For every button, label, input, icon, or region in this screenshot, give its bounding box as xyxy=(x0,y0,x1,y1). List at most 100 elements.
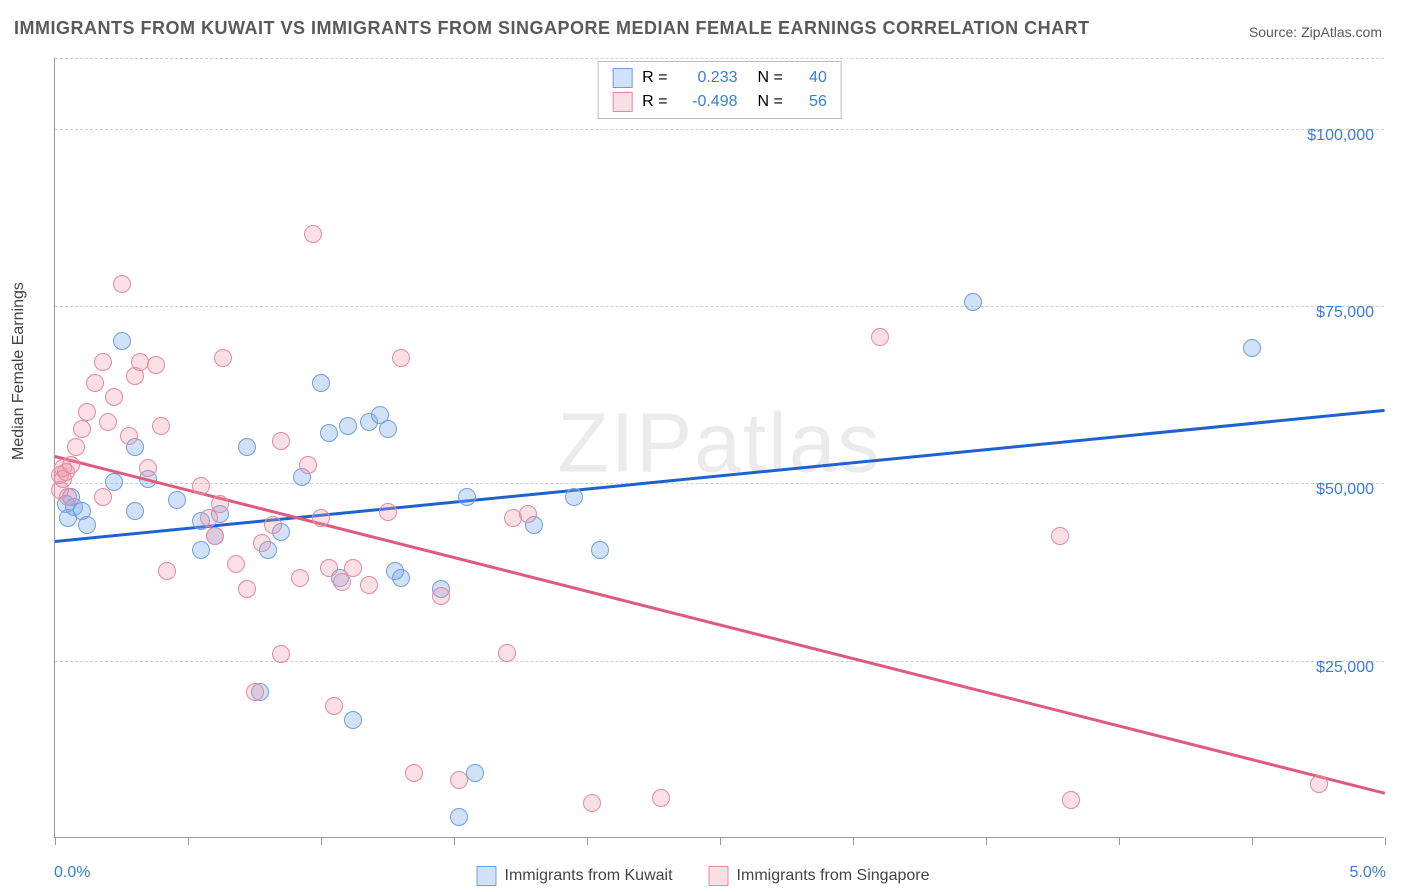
data-point xyxy=(339,417,357,435)
data-point xyxy=(120,427,138,445)
legend-swatch xyxy=(476,866,496,886)
n-value: 40 xyxy=(797,66,827,90)
data-point xyxy=(126,502,144,520)
gridline xyxy=(55,661,1384,662)
gridline xyxy=(55,306,1384,307)
data-point xyxy=(272,645,290,663)
data-point xyxy=(458,488,476,506)
y-tick-label: $25,000 xyxy=(1316,659,1374,677)
data-point xyxy=(450,808,468,826)
correlation-legend: R =0.233N =40R =-0.498N =56 xyxy=(597,61,842,119)
legend-swatch xyxy=(612,68,632,88)
data-point xyxy=(67,438,85,456)
data-point xyxy=(94,353,112,371)
data-point xyxy=(519,505,537,523)
data-point xyxy=(152,417,170,435)
data-point xyxy=(168,491,186,509)
data-point xyxy=(246,683,264,701)
source-link[interactable]: ZipAtlas.com xyxy=(1301,24,1382,40)
data-point xyxy=(1051,527,1069,545)
data-point xyxy=(206,527,224,545)
legend-swatch xyxy=(612,92,632,112)
data-point xyxy=(272,432,290,450)
x-tick xyxy=(1252,837,1253,845)
source-prefix: Source: xyxy=(1249,24,1301,40)
source-attribution: Source: ZipAtlas.com xyxy=(1249,24,1382,40)
series-name: Immigrants from Singapore xyxy=(737,867,930,885)
data-point xyxy=(450,771,468,789)
y-tick-label: $50,000 xyxy=(1316,481,1374,499)
data-point xyxy=(432,587,450,605)
chart-plot-area: ZIPatlas R =0.233N =40R =-0.498N =56 $25… xyxy=(54,58,1384,838)
data-point xyxy=(264,516,282,534)
data-point xyxy=(312,374,330,392)
legend-row: R =-0.498N =56 xyxy=(612,90,827,114)
data-point xyxy=(360,576,378,594)
data-point xyxy=(192,541,210,559)
data-point xyxy=(211,495,229,513)
data-point xyxy=(139,459,157,477)
data-point xyxy=(192,477,210,495)
data-point xyxy=(131,353,149,371)
legend-swatch xyxy=(709,866,729,886)
data-point xyxy=(86,374,104,392)
data-point xyxy=(105,388,123,406)
data-point xyxy=(565,488,583,506)
data-point xyxy=(214,349,232,367)
x-tick xyxy=(454,837,455,845)
x-tick xyxy=(986,837,987,845)
data-point xyxy=(583,794,601,812)
x-tick xyxy=(587,837,588,845)
data-point xyxy=(1243,339,1261,357)
data-point xyxy=(78,516,96,534)
x-tick xyxy=(853,837,854,845)
data-point xyxy=(304,225,322,243)
data-point xyxy=(392,349,410,367)
series-name: Immigrants from Kuwait xyxy=(504,867,672,885)
legend-row: R =0.233N =40 xyxy=(612,66,827,90)
trend-line xyxy=(55,409,1385,543)
data-point xyxy=(253,534,271,552)
data-point xyxy=(299,456,317,474)
data-point xyxy=(652,789,670,807)
legend-item: Immigrants from Singapore xyxy=(709,866,930,886)
y-tick-label: $75,000 xyxy=(1316,304,1374,322)
x-axis-min-label: 0.0% xyxy=(54,864,90,882)
legend-item: Immigrants from Kuwait xyxy=(476,866,672,886)
gridline xyxy=(55,129,1384,130)
data-point xyxy=(344,559,362,577)
data-point xyxy=(498,644,516,662)
data-point xyxy=(344,711,362,729)
data-point xyxy=(320,559,338,577)
n-label: N = xyxy=(758,66,783,90)
series-legend: Immigrants from Kuwait Immigrants from Si… xyxy=(476,866,929,886)
data-point xyxy=(1062,791,1080,809)
data-point xyxy=(405,764,423,782)
x-tick xyxy=(321,837,322,845)
data-point xyxy=(379,420,397,438)
data-point xyxy=(1310,775,1328,793)
data-point xyxy=(325,697,343,715)
n-value: 56 xyxy=(797,90,827,114)
data-point xyxy=(238,438,256,456)
data-point xyxy=(62,456,80,474)
chart-title: IMMIGRANTS FROM KUWAIT VS IMMIGRANTS FRO… xyxy=(14,18,1090,39)
r-value: 0.233 xyxy=(682,66,738,90)
data-point xyxy=(59,488,77,506)
gridline xyxy=(55,483,1384,484)
gridline xyxy=(55,58,1384,59)
data-point xyxy=(113,275,131,293)
data-point xyxy=(591,541,609,559)
r-label: R = xyxy=(642,90,667,114)
data-point xyxy=(94,488,112,506)
x-tick xyxy=(720,837,721,845)
n-label: N = xyxy=(758,90,783,114)
data-point xyxy=(158,562,176,580)
trend-line xyxy=(55,455,1386,794)
data-point xyxy=(99,413,117,431)
x-tick xyxy=(1119,837,1120,845)
y-axis-label: Median Female Earnings xyxy=(10,282,28,460)
x-tick xyxy=(1385,837,1386,845)
data-point xyxy=(227,555,245,573)
data-point xyxy=(78,403,96,421)
